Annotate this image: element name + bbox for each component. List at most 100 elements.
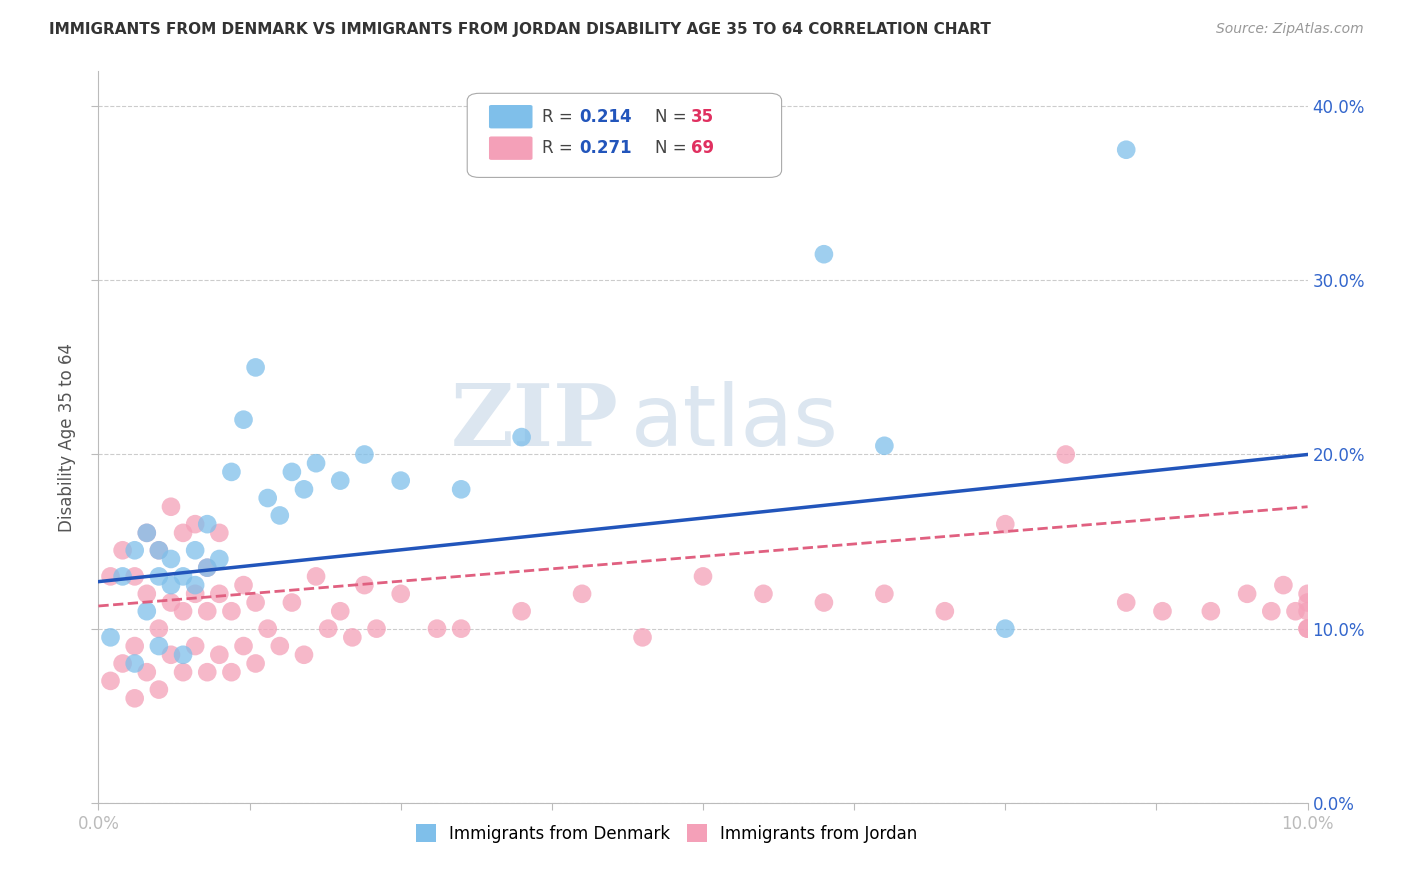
Point: [124, 639, 146, 653]
Point: [329, 604, 352, 618]
Text: Source: ZipAtlas.com: Source: ZipAtlas.com: [1216, 22, 1364, 37]
Point: [221, 465, 243, 479]
Point: [135, 604, 157, 618]
Text: 0.214: 0.214: [579, 108, 633, 126]
Legend: Immigrants from Denmark, Immigrants from Jordan: Immigrants from Denmark, Immigrants from…: [409, 818, 924, 849]
Point: [813, 247, 835, 261]
Point: [172, 604, 194, 618]
Point: [510, 604, 533, 618]
Point: [1199, 604, 1222, 618]
Point: [148, 622, 170, 636]
Point: [184, 587, 207, 601]
Point: [1296, 622, 1319, 636]
Text: 0.271: 0.271: [579, 139, 633, 157]
Point: [1115, 595, 1137, 609]
Point: [245, 595, 267, 609]
Point: [208, 648, 231, 662]
Point: [281, 465, 304, 479]
Point: [184, 639, 207, 653]
Y-axis label: Disability Age 35 to 64: Disability Age 35 to 64: [58, 343, 76, 532]
Point: [100, 673, 122, 688]
Point: [232, 578, 254, 592]
Point: [148, 639, 170, 653]
Point: [195, 560, 218, 574]
Point: [1236, 587, 1258, 601]
Point: [292, 483, 315, 497]
Point: [934, 604, 956, 618]
Point: [135, 525, 157, 540]
Point: [571, 587, 593, 601]
Point: [305, 569, 328, 583]
Point: [172, 569, 194, 583]
Point: [873, 439, 896, 453]
Text: R =: R =: [543, 139, 578, 157]
Point: [195, 517, 218, 532]
Point: [245, 360, 267, 375]
Point: [124, 543, 146, 558]
Point: [1152, 604, 1174, 618]
Point: [389, 474, 412, 488]
Point: [1260, 604, 1282, 618]
Point: [269, 639, 291, 653]
Point: [148, 569, 170, 583]
Point: [873, 587, 896, 601]
Point: [631, 631, 654, 645]
Point: [148, 682, 170, 697]
Point: [752, 587, 775, 601]
Point: [366, 622, 388, 636]
Point: [450, 483, 472, 497]
Point: [450, 622, 472, 636]
Point: [135, 525, 157, 540]
Point: [111, 657, 134, 671]
Point: [135, 587, 157, 601]
Point: [353, 448, 375, 462]
FancyBboxPatch shape: [489, 105, 533, 128]
Point: [281, 595, 304, 609]
Point: [184, 543, 207, 558]
Point: [292, 648, 315, 662]
Point: [316, 622, 339, 636]
Point: [172, 525, 194, 540]
Point: [426, 622, 449, 636]
Point: [172, 665, 194, 680]
Point: [135, 665, 157, 680]
Point: [256, 622, 278, 636]
Point: [1296, 587, 1319, 601]
Point: [1272, 578, 1295, 592]
Point: [305, 456, 328, 470]
Point: [208, 552, 231, 566]
Point: [195, 560, 218, 574]
Point: [148, 543, 170, 558]
Point: [1284, 604, 1306, 618]
Point: [221, 604, 243, 618]
Point: [994, 622, 1017, 636]
Point: [100, 631, 122, 645]
Point: [813, 595, 835, 609]
Point: [195, 604, 218, 618]
Point: [232, 639, 254, 653]
Text: ZIP: ZIP: [450, 381, 619, 465]
Point: [1054, 448, 1077, 462]
Text: R =: R =: [543, 108, 578, 126]
Point: [1115, 143, 1137, 157]
Point: [111, 569, 134, 583]
FancyBboxPatch shape: [489, 136, 533, 160]
Point: [160, 578, 183, 592]
Point: [269, 508, 291, 523]
Point: [111, 543, 134, 558]
Point: [329, 474, 352, 488]
Text: 69: 69: [690, 139, 714, 157]
Text: N =: N =: [655, 108, 692, 126]
Point: [184, 517, 207, 532]
Point: [124, 569, 146, 583]
Point: [195, 665, 218, 680]
Point: [172, 648, 194, 662]
FancyBboxPatch shape: [467, 94, 782, 178]
Point: [184, 578, 207, 592]
Point: [1296, 604, 1319, 618]
Point: [994, 517, 1017, 532]
Text: 35: 35: [690, 108, 714, 126]
Point: [692, 569, 714, 583]
Point: [208, 525, 231, 540]
Point: [160, 500, 183, 514]
